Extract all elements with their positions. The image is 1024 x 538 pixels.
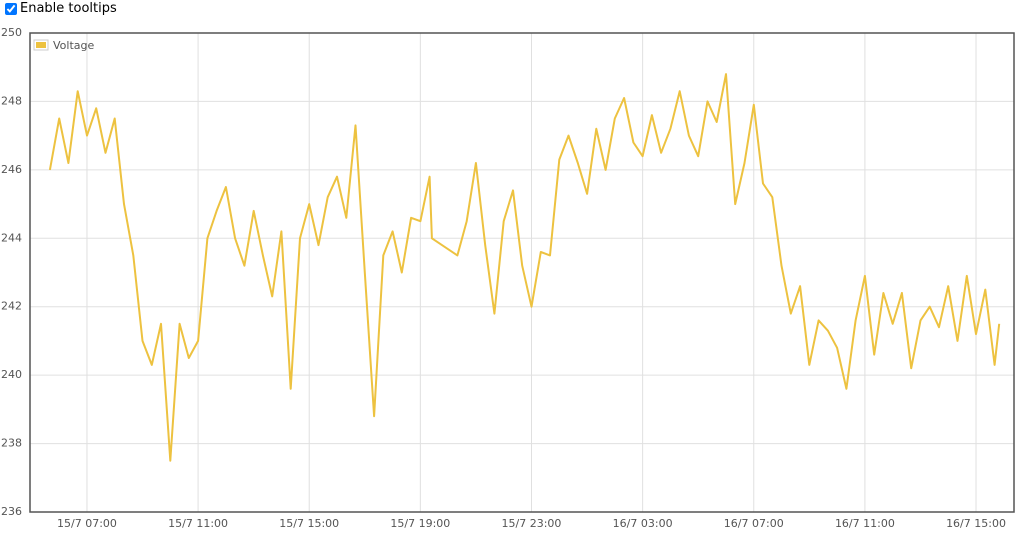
y-tick-label: 238	[1, 437, 22, 450]
y-tick-label: 240	[1, 368, 22, 381]
legend-swatch	[36, 42, 46, 48]
x-tick-label: 15/7 15:00	[279, 517, 339, 530]
y-tick-label: 248	[1, 94, 22, 107]
x-tick-label: 16/7 07:00	[724, 517, 784, 530]
plot-background	[30, 33, 1014, 512]
x-tick-label: 15/7 07:00	[57, 517, 117, 530]
x-tick-label: 16/7 03:00	[613, 517, 673, 530]
x-tick-label: 15/7 23:00	[502, 517, 562, 530]
legend-label: Voltage	[53, 39, 94, 52]
y-tick-label: 244	[1, 231, 22, 244]
checkbox-label: Enable tooltips	[20, 1, 117, 16]
y-tick-label: 242	[1, 300, 22, 313]
legend: Voltage	[33, 39, 94, 52]
tooltip-toggle[interactable]: Enable tooltips	[2, 1, 117, 16]
y-tick-label: 246	[1, 163, 22, 176]
plot-border	[29, 32, 1015, 513]
x-tick-label: 15/7 19:00	[390, 517, 450, 530]
legend-box	[33, 39, 49, 51]
x-tick-label: 15/7 11:00	[168, 517, 228, 530]
checkbox[interactable]	[5, 2, 17, 15]
y-tick-label: 250	[1, 26, 22, 39]
data-line	[48, 73, 1001, 462]
y-tick-label: 236	[1, 505, 22, 518]
x-tick-label: 16/7 11:00	[835, 517, 895, 530]
x-tick-label: 16/7 15:00	[946, 517, 1006, 530]
